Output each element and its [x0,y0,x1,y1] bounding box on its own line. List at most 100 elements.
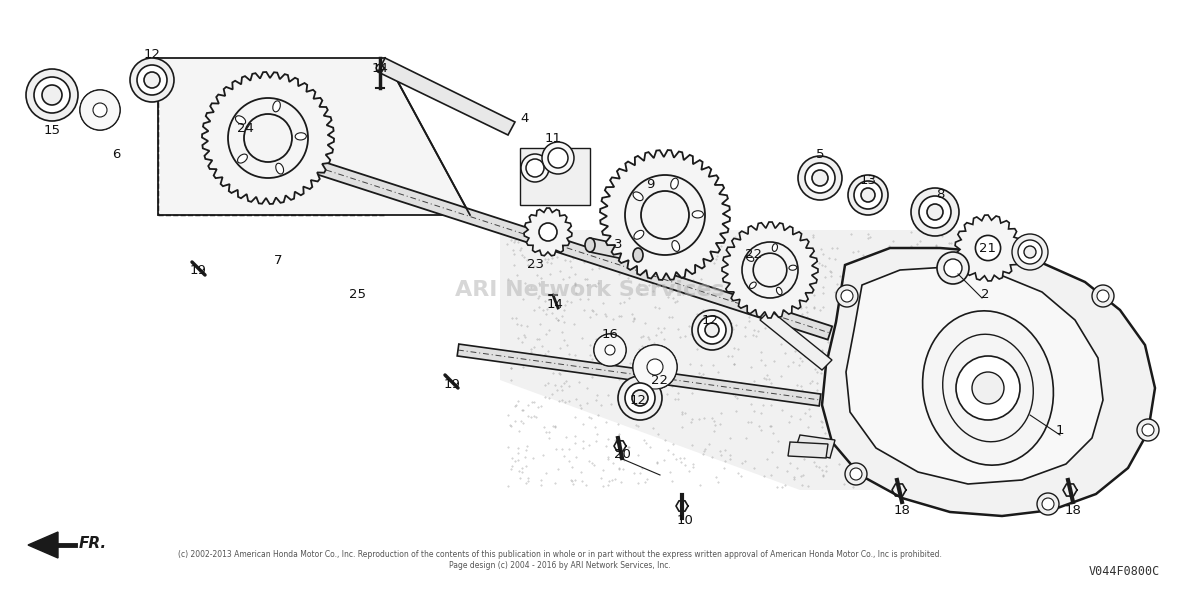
Circle shape [699,316,726,344]
Text: 12: 12 [701,313,719,326]
Text: 21: 21 [979,241,996,254]
Circle shape [919,196,951,228]
Circle shape [1018,240,1042,264]
Circle shape [1097,290,1109,302]
Circle shape [34,77,70,113]
Text: 11: 11 [544,132,562,145]
Circle shape [976,235,1001,261]
Text: 4: 4 [520,112,529,124]
Text: 8: 8 [936,188,944,202]
Text: 5: 5 [815,149,825,162]
Circle shape [93,103,107,117]
Text: 18: 18 [1064,503,1081,516]
Circle shape [805,163,835,193]
Text: 20: 20 [614,448,630,461]
Circle shape [80,90,120,130]
Circle shape [704,323,719,337]
Polygon shape [846,267,1103,484]
Circle shape [548,148,568,168]
Ellipse shape [634,230,644,239]
Circle shape [137,65,168,95]
Circle shape [1092,285,1114,307]
Circle shape [42,85,63,105]
Ellipse shape [943,335,1034,442]
Polygon shape [590,238,638,262]
Polygon shape [822,248,1155,516]
Circle shape [1024,246,1036,258]
Polygon shape [760,310,832,370]
Circle shape [691,310,732,350]
Text: 10: 10 [676,513,694,526]
Circle shape [753,253,787,287]
Ellipse shape [776,287,782,295]
Text: 7: 7 [274,254,282,267]
Ellipse shape [693,211,703,218]
Polygon shape [788,442,828,458]
Polygon shape [795,435,835,458]
Polygon shape [216,129,832,340]
Ellipse shape [789,265,797,270]
Text: 15: 15 [44,123,60,136]
Circle shape [742,242,798,298]
Circle shape [845,463,867,485]
Circle shape [632,345,677,389]
Polygon shape [722,222,818,318]
Circle shape [1138,419,1159,441]
Text: 13: 13 [859,173,877,186]
Polygon shape [28,532,58,558]
Circle shape [956,356,1020,420]
Circle shape [1037,493,1058,515]
Text: 9: 9 [645,179,654,192]
Circle shape [228,98,308,178]
Circle shape [841,290,853,302]
Text: 1: 1 [1056,424,1064,437]
Text: 12: 12 [144,48,160,61]
Polygon shape [520,148,590,205]
Circle shape [647,359,663,375]
Text: 19: 19 [190,264,206,277]
Circle shape [937,252,969,284]
Circle shape [944,259,962,277]
Ellipse shape [670,178,678,189]
Polygon shape [378,58,514,135]
Text: FR.: FR. [79,536,107,550]
Circle shape [1042,498,1054,510]
Text: 14: 14 [546,299,563,312]
Circle shape [526,159,544,177]
Circle shape [625,383,655,413]
Circle shape [542,142,573,174]
Polygon shape [524,208,572,255]
Circle shape [812,170,828,186]
Ellipse shape [585,238,595,252]
Circle shape [539,223,557,241]
Polygon shape [601,150,730,280]
Text: 24: 24 [236,122,254,135]
Ellipse shape [295,133,307,140]
Circle shape [130,58,173,102]
Circle shape [861,188,876,202]
Ellipse shape [632,192,643,201]
Circle shape [927,204,943,220]
Circle shape [1142,424,1154,436]
Circle shape [911,188,959,236]
Text: ARI Network Services: ARI Network Services [455,280,725,300]
Text: (c) 2002-2013 American Honda Motor Co., Inc. Reproduction of the contents of thi: (c) 2002-2013 American Honda Motor Co., … [178,550,942,570]
Ellipse shape [236,116,245,124]
Circle shape [144,72,160,88]
Text: 25: 25 [349,289,367,301]
Ellipse shape [772,244,778,251]
Ellipse shape [747,255,754,261]
Text: V044F0800C: V044F0800C [1089,565,1160,578]
Text: 12: 12 [629,394,647,407]
Text: 6: 6 [112,149,120,162]
Text: 18: 18 [893,503,911,516]
Circle shape [87,97,113,123]
Circle shape [632,345,677,389]
Text: 14: 14 [372,61,388,74]
Text: 22: 22 [746,248,762,261]
Polygon shape [500,230,1010,490]
Circle shape [640,352,670,382]
Text: 3: 3 [614,238,622,251]
Text: 16: 16 [602,329,618,342]
Text: 23: 23 [527,258,544,271]
